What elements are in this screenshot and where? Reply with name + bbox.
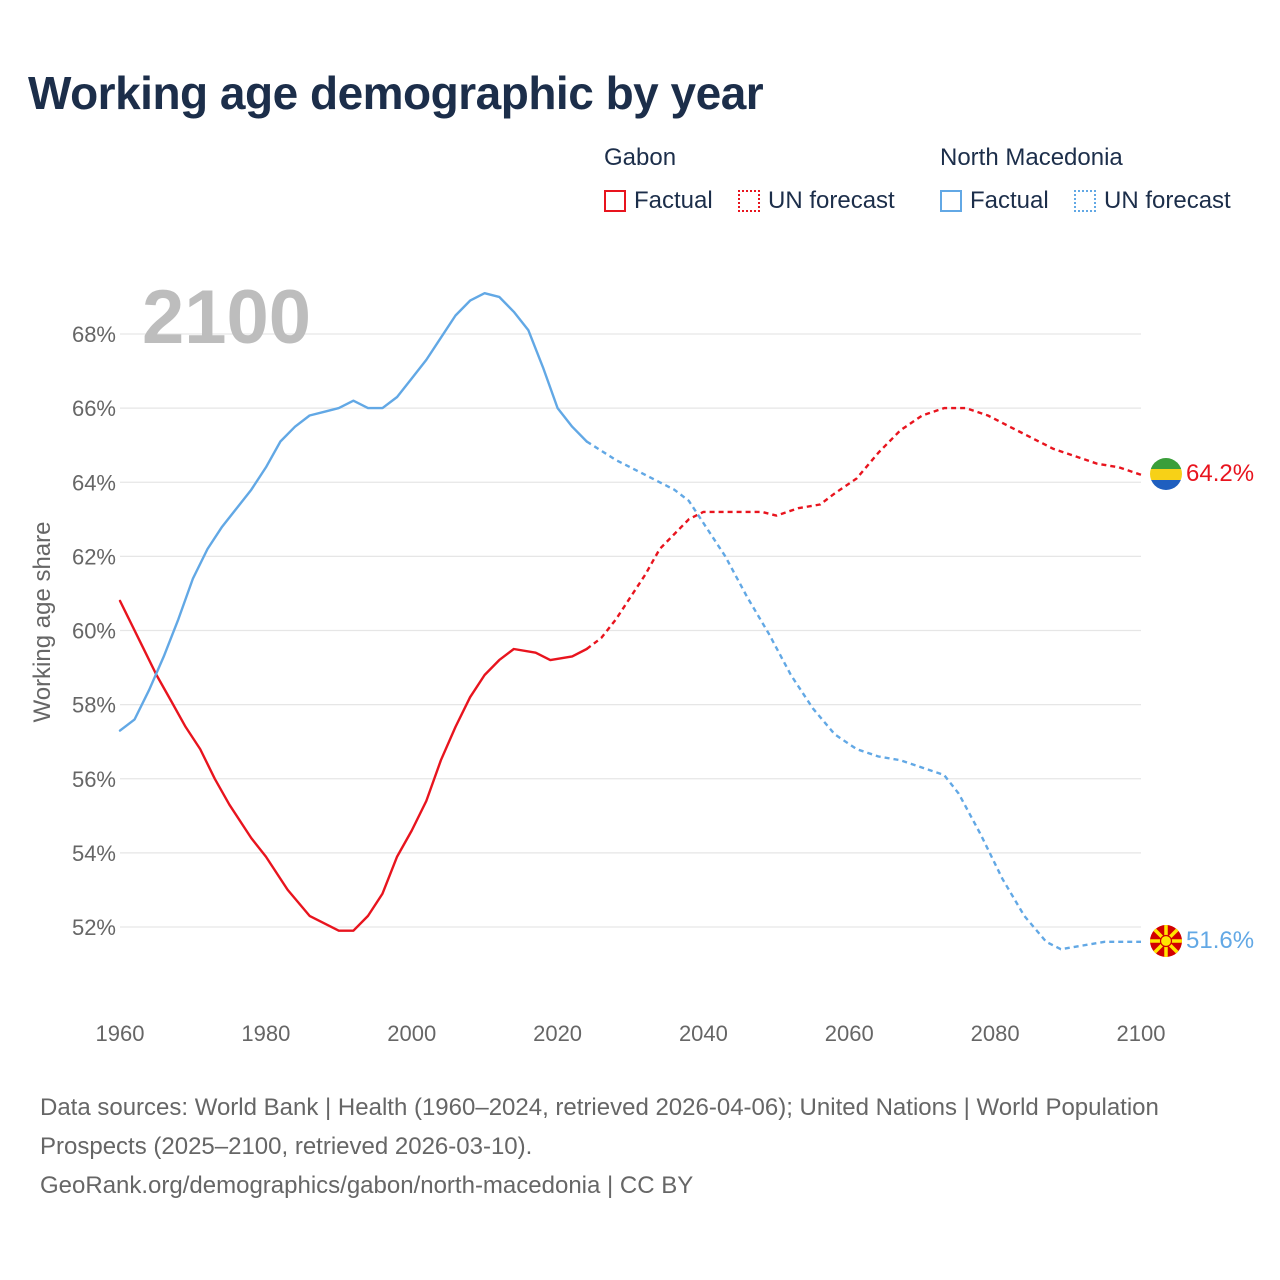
north-macedonia-forecast-line <box>586 440 1141 951</box>
data-sources: Data sources: World Bank | Health (1960–… <box>40 1088 1160 1205</box>
x-tick-label: 2040 <box>679 1021 728 1046</box>
north-macedonia-end-label: 51.6% <box>1186 927 1254 954</box>
x-tick-label: 2000 <box>387 1021 436 1046</box>
y-tick-label: 60% <box>72 619 116 644</box>
x-tick-label: 2080 <box>971 1021 1020 1046</box>
legend-swatch-solid-icon <box>604 190 626 212</box>
y-tick-label: 68% <box>72 322 116 347</box>
x-tick-label: 1980 <box>241 1021 290 1046</box>
y-tick-label: 58% <box>72 693 116 718</box>
year-watermark: 2100 <box>142 275 311 360</box>
x-tick-label: 2100 <box>1117 1021 1166 1046</box>
legend-label: UN forecast <box>1104 187 1231 214</box>
sources-link[interactable]: GeoRank.org/demographics/gabon/north-mac… <box>40 1172 694 1199</box>
legend-swatch-dotted-icon <box>738 190 760 212</box>
x-axis-ticks: 1960 1980 2000 2020 2040 2060 2080 2100 <box>96 1021 1166 1046</box>
sources-text: Data sources: World Bank | Health (1960–… <box>40 1094 1159 1160</box>
legend-gabon-forecast[interactable]: UN forecast <box>738 186 895 216</box>
gabon-end-label: 64.2% <box>1186 460 1254 487</box>
gabon-forecast-line <box>585 406 1142 650</box>
x-tick-label: 2060 <box>825 1021 874 1046</box>
x-tick-label: 1960 <box>96 1021 145 1046</box>
legend-group-north-macedonia: North Macedonia <box>940 144 1123 171</box>
series-lines <box>118 292 1142 951</box>
chart-title: Working age demographic by year <box>28 67 764 119</box>
y-axis-label: Working age share <box>29 522 56 723</box>
legend-swatch-solid-icon <box>940 190 962 212</box>
y-tick-label: 62% <box>72 544 116 569</box>
legend-label: Factual <box>634 187 713 214</box>
y-axis-ticks: 52% 54% 56% 58% 60% 62% 64% 66% 68% <box>72 322 116 940</box>
legend-swatch-dotted-icon <box>1074 190 1096 212</box>
y-tick-label: 56% <box>72 767 116 792</box>
legend-north-macedonia-factual[interactable]: Factual <box>940 186 1049 216</box>
legend-group-gabon: Gabon <box>604 144 677 171</box>
y-tick-label: 66% <box>72 396 116 421</box>
north-macedonia-factual-line <box>118 292 588 732</box>
x-tick-label: 2020 <box>533 1021 582 1046</box>
y-tick-label: 54% <box>72 841 116 866</box>
gridlines <box>120 333 1141 928</box>
north-macedonia-flag-icon <box>1150 925 1182 957</box>
gabon-factual-line <box>118 599 588 932</box>
legend-label: Factual <box>970 187 1049 214</box>
line-chart: 2100 52% 54% 56% 58% 60% 62% 64% 66% 68% 1960 198… <box>29 275 1254 1046</box>
legend-north-macedonia-forecast[interactable]: UN forecast <box>1074 186 1231 216</box>
legend-gabon-factual[interactable]: Factual <box>604 186 713 216</box>
gabon-flag-icon <box>1150 458 1182 490</box>
y-tick-label: 52% <box>72 915 116 940</box>
y-tick-label: 64% <box>72 470 116 495</box>
legend-label: UN forecast <box>768 187 895 214</box>
